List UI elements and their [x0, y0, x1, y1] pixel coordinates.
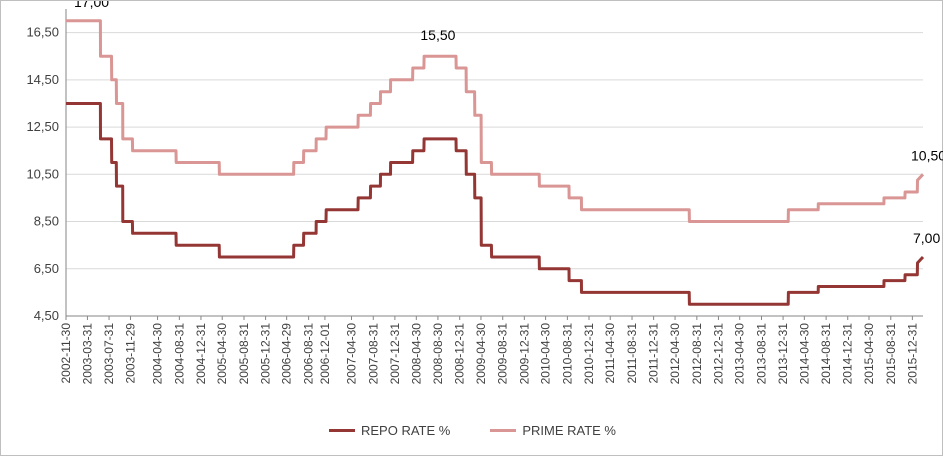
x-tick-label: 2009-04-30 — [474, 323, 488, 385]
legend-swatch-repo — [328, 428, 355, 432]
x-tick-label: 2004-12-31 — [194, 323, 208, 385]
x-tick-label: 2007-12-31 — [388, 323, 402, 385]
x-tick-label: 2005-08-31 — [237, 323, 251, 385]
chart-legend: REPO RATE % PRIME RATE % — [1, 421, 943, 439]
x-tick-label: 2007-08-31 — [366, 323, 380, 385]
x-tick-label: 2014-04-30 — [797, 323, 811, 385]
x-tick-label: 2008-04-30 — [409, 323, 423, 385]
x-tick-label: 2013-04-30 — [733, 323, 747, 385]
legend-label-prime: PRIME RATE % — [522, 422, 616, 438]
x-tick-label: 2011-04-30 — [603, 323, 617, 384]
x-tick-label: 2014-08-31 — [819, 323, 833, 385]
x-tick-label: 2012-04-30 — [668, 323, 682, 385]
x-tick-label: 2005-04-30 — [215, 323, 229, 385]
x-tick-label: 2009-08-31 — [496, 323, 510, 385]
x-tick-label: 2003-07-31 — [102, 323, 116, 385]
x-tick-label: 2012-08-31 — [690, 323, 704, 385]
x-tick-label: 2008-12-31 — [453, 323, 467, 385]
x-tick-label: 2004-08-31 — [172, 323, 186, 385]
x-tick-label: 2009-12-31 — [517, 323, 531, 385]
x-tick-label: 2003-11-29 — [123, 323, 137, 384]
x-tick-label: 2007-04-30 — [344, 323, 358, 385]
data-label: 17,00 — [74, 1, 109, 10]
x-tick-label: 2005-12-31 — [259, 323, 273, 385]
y-tick-label: 4,50 — [34, 308, 59, 323]
x-tick-label: 2010-08-31 — [560, 323, 574, 385]
y-tick-label: 14,50 — [26, 72, 59, 87]
y-tick-label: 16,50 — [26, 25, 59, 40]
legend-swatch-prime — [490, 428, 517, 432]
y-tick-label: 10,50 — [26, 166, 59, 181]
repo-rate-line — [66, 102, 925, 306]
prime-rate-line — [66, 19, 925, 223]
x-tick-label: 2010-04-30 — [539, 323, 553, 385]
legend-label-repo: REPO RATE % — [360, 422, 451, 438]
x-tick-label: 2013-08-31 — [754, 323, 768, 385]
x-tick-label: 2006-12-01 — [318, 323, 332, 385]
x-tick-label: 2003-03-31 — [80, 323, 94, 385]
x-tick-label: 2015-08-31 — [884, 323, 898, 385]
x-tick-label: 2011-08-31 — [625, 323, 639, 384]
x-tick-label: 2006-08-31 — [302, 323, 316, 385]
y-tick-label: 8,50 — [34, 214, 59, 229]
x-tick-label: 2004-04-30 — [151, 323, 165, 385]
x-tick-label: 2012-12-31 — [711, 323, 725, 385]
x-tick-label: 2015-04-30 — [862, 323, 876, 385]
x-tick-label: 2006-04-29 — [280, 323, 294, 385]
x-tick-label: 2014-12-31 — [841, 323, 855, 385]
x-tick-label: 2013-12-31 — [776, 323, 790, 385]
legend-item-repo: REPO RATE % — [328, 422, 451, 438]
y-tick-label: 12,50 — [26, 119, 59, 134]
legend-item-prime: PRIME RATE % — [490, 423, 616, 438]
x-tick-label: 2015-12-31 — [905, 323, 919, 385]
data-label: 15,50 — [420, 27, 455, 43]
data-label: 7,00 — [913, 230, 940, 246]
y-tick-label: 6,50 — [34, 261, 59, 276]
data-label: 10,50 — [911, 147, 943, 163]
x-tick-label: 2008-08-30 — [431, 323, 445, 385]
x-tick-label: 2002-11-30 — [59, 323, 73, 384]
x-tick-label: 2010-12-31 — [582, 323, 596, 385]
x-tick-label: 2011-12-31 — [647, 323, 661, 384]
